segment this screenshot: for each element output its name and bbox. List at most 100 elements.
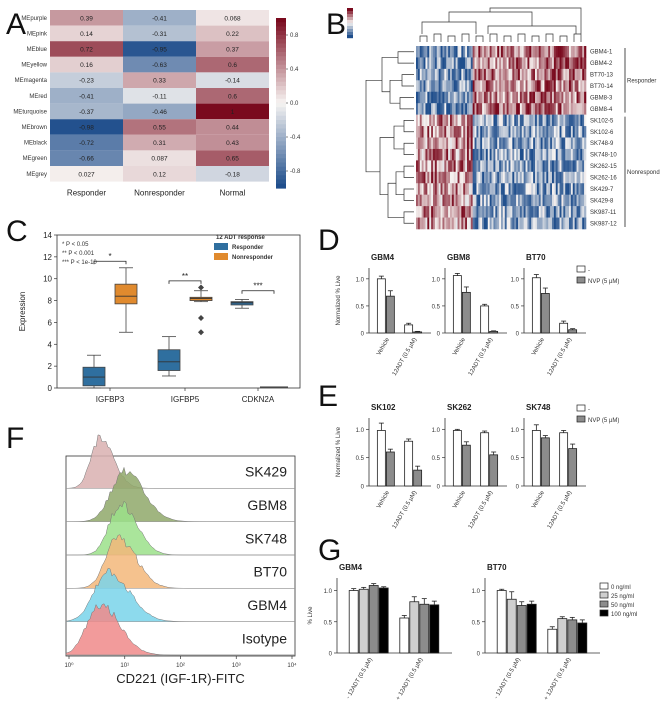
- cluster-cell: [552, 137, 555, 150]
- cluster-cell: [582, 126, 585, 138]
- cluster-cell: [453, 68, 456, 81]
- cluster-cell: [570, 68, 574, 81]
- cluster-cell: [553, 46, 557, 58]
- cluster-cell: [512, 103, 515, 115]
- cluster-cell: [561, 126, 564, 138]
- cluster-cell: [578, 194, 581, 207]
- cluster-cell: [578, 80, 581, 93]
- cluster-cell: [417, 137, 421, 150]
- cluster-cell: [535, 80, 538, 93]
- cluster-cell: [417, 91, 421, 104]
- cluster-cell: [453, 137, 456, 150]
- cluster-cell: [572, 206, 575, 218]
- box-body: [157, 349, 181, 371]
- cluster-cell: [421, 80, 424, 93]
- cluster-cell: [491, 68, 494, 81]
- cluster-cell: [465, 103, 468, 115]
- cluster-cell: [527, 148, 530, 161]
- cluster-cell: [453, 183, 456, 195]
- colorbar-step: [276, 43, 286, 49]
- cluster-cell: [536, 103, 540, 115]
- cluster-cell: [531, 57, 534, 70]
- cluster-cell: [557, 80, 560, 93]
- cluster-cell: [465, 160, 468, 173]
- cluster-cell: [559, 103, 562, 115]
- cluster-cell: [518, 160, 521, 173]
- cluster-cell: [546, 80, 549, 93]
- cluster-cell: [484, 68, 487, 81]
- cluster-cell: [493, 126, 496, 138]
- heatmap-value: 0.37: [226, 47, 239, 54]
- x-tick-label: Vehicle: [376, 489, 391, 509]
- cluster-cell: [417, 80, 421, 93]
- cluster-cell: [574, 114, 577, 127]
- cluster-cell: [485, 126, 489, 138]
- cluster-cell: [563, 206, 566, 218]
- cluster-cell: [572, 183, 575, 195]
- cluster-cell: [444, 183, 447, 195]
- cluster-cell: [419, 126, 422, 138]
- cluster-cell: [584, 46, 587, 58]
- sample-label: SK748-10: [590, 153, 617, 159]
- cluster-cell: [419, 217, 422, 230]
- cluster-cell: [436, 206, 439, 218]
- cluster-cell: [448, 148, 451, 161]
- colorbar-step: [276, 64, 286, 70]
- cluster-cell: [497, 57, 500, 70]
- cluster-cell: [514, 160, 517, 173]
- bar: [429, 604, 440, 654]
- cluster-cell: [506, 68, 509, 81]
- cluster-cell: [446, 171, 449, 184]
- cluster-cell: [567, 126, 570, 138]
- cluster-cell: [442, 217, 445, 230]
- heatmap-cell: [50, 134, 123, 151]
- cluster-cell: [484, 114, 487, 127]
- cluster-cell: [434, 148, 438, 161]
- cluster-cell: [433, 194, 436, 207]
- cluster-cell: [536, 126, 540, 138]
- cluster-cell: [578, 68, 581, 81]
- cluster-cell: [521, 148, 524, 161]
- cluster-cell: [557, 160, 560, 173]
- cluster-cell: [457, 183, 460, 195]
- cluster-cell: [421, 46, 424, 58]
- cluster-cell: [544, 80, 547, 93]
- cluster-cell: [538, 137, 541, 150]
- cluster-cell: [557, 183, 560, 195]
- cluster-cell: [417, 46, 421, 58]
- cluster-cell: [563, 114, 566, 127]
- colorbar-step: [276, 39, 286, 45]
- cluster-cell: [529, 46, 532, 58]
- colorbar-step: [276, 77, 286, 83]
- cluster-cell: [480, 137, 483, 150]
- cluster-cell: [521, 217, 524, 230]
- heatmap-value: -0.23: [79, 78, 94, 85]
- cluster-cell: [502, 217, 506, 230]
- cluster-cell: [542, 148, 545, 161]
- cluster-cell: [559, 46, 562, 58]
- cluster-cell: [489, 91, 492, 104]
- cluster-cell: [510, 194, 513, 207]
- histogram-track: [65, 434, 295, 489]
- heatmap-value: 0.6: [228, 93, 237, 100]
- cluster-cell: [525, 171, 528, 184]
- cluster-cell: [561, 194, 564, 207]
- cluster-cell: [440, 183, 443, 195]
- cluster-cell: [446, 137, 449, 150]
- cluster-cell: [451, 80, 455, 93]
- cluster-cell: [438, 148, 441, 161]
- cluster-cell: [427, 114, 430, 127]
- cluster-cell: [506, 137, 509, 150]
- cluster-cell: [552, 57, 555, 70]
- cluster-cell: [459, 91, 462, 104]
- cluster-cell: [567, 80, 570, 93]
- cluster-cell: [416, 57, 419, 70]
- cluster-cell: [497, 46, 500, 58]
- cluster-cell: [574, 46, 577, 58]
- cluster-cell: [561, 114, 564, 127]
- cluster-cell: [499, 80, 502, 93]
- cluster-cell: [480, 183, 483, 195]
- cluster-cell: [580, 194, 583, 207]
- heatmap-value: 0.39: [80, 15, 93, 22]
